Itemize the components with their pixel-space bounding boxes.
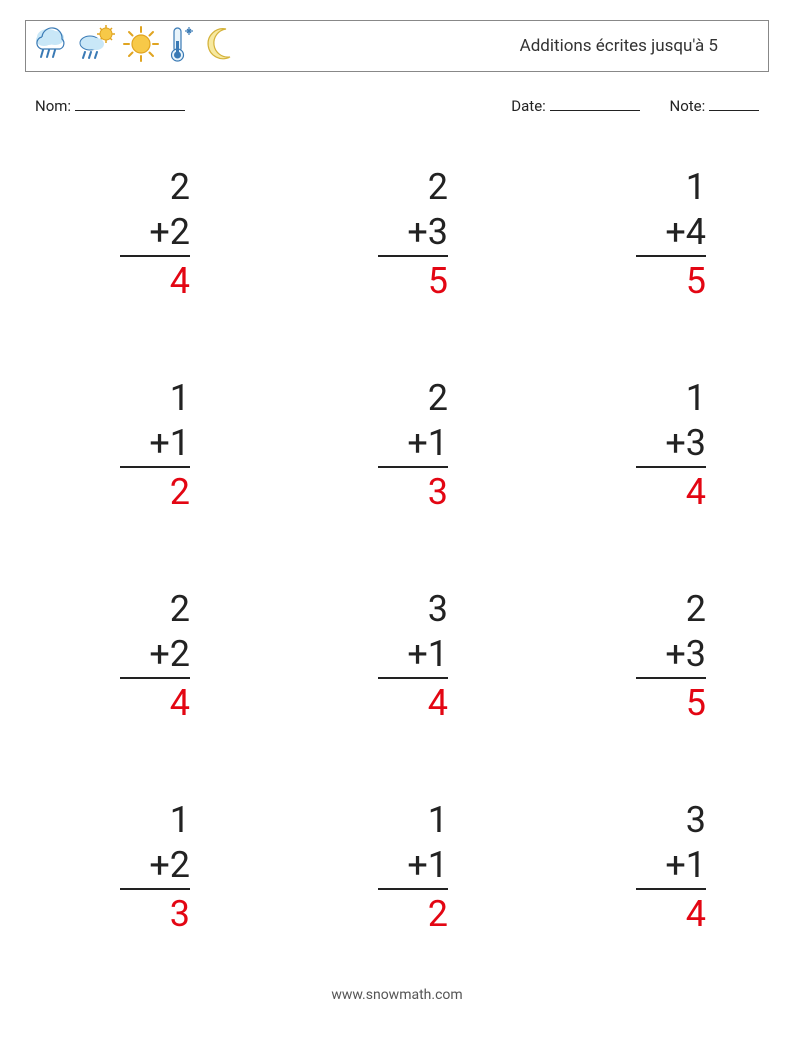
name-field: Nom:: [35, 96, 185, 115]
operand-bottom: +3: [378, 210, 448, 257]
sun-icon: [120, 23, 162, 69]
answer: 4: [636, 468, 706, 515]
problems-grid: 2+24 2+35 1+45 1+12 2+13 1+34 2+24 3+14 …: [80, 165, 714, 937]
date-blank[interactable]: [550, 96, 640, 111]
header-bar: Additions écrites jusqu'à 5: [25, 20, 769, 72]
operand-bottom: +3: [636, 421, 706, 468]
name-blank[interactable]: [75, 96, 185, 111]
operand-bottom: +1: [120, 421, 190, 468]
rain-cloud-sun-icon: [74, 23, 118, 69]
addition-problem: 2+13: [378, 376, 448, 515]
worksheet-page: Additions écrites jusqu'à 5 Nom: Date: N…: [0, 0, 794, 957]
operand-bottom: +1: [636, 843, 706, 890]
answer: 5: [636, 257, 706, 304]
answer: 4: [120, 257, 190, 304]
operand-bottom: +2: [120, 632, 190, 679]
addition-problem: 2+35: [636, 587, 706, 726]
answer: 3: [378, 468, 448, 515]
operand-top: 1: [120, 376, 190, 421]
name-label: Nom:: [35, 97, 71, 115]
footer-url: www.snowmath.com: [0, 987, 794, 1003]
date-field: Date:: [511, 96, 639, 115]
addition-problem: 2+24: [120, 587, 190, 726]
addition-problem: 1+12: [120, 376, 190, 515]
operand-top: 3: [378, 587, 448, 632]
operand-top: 3: [636, 798, 706, 843]
meta-row: Nom: Date: Note:: [35, 96, 759, 115]
answer: 2: [120, 468, 190, 515]
operand-bottom: +1: [378, 632, 448, 679]
operand-top: 2: [378, 376, 448, 421]
operand-top: 1: [636, 165, 706, 210]
answer: 4: [636, 890, 706, 937]
worksheet-title: Additions écrites jusqu'à 5: [520, 36, 758, 56]
moon-icon: [200, 23, 238, 69]
addition-problem: 1+12: [378, 798, 448, 937]
addition-problem: 3+14: [636, 798, 706, 937]
note-field: Note:: [670, 96, 759, 115]
operand-top: 1: [636, 376, 706, 421]
operand-bottom: +4: [636, 210, 706, 257]
operand-top: 2: [636, 587, 706, 632]
answer: 4: [378, 679, 448, 726]
note-blank[interactable]: [709, 96, 759, 111]
weather-icons: [30, 23, 238, 69]
operand-top: 1: [120, 798, 190, 843]
answer: 5: [378, 257, 448, 304]
note-label: Note:: [670, 97, 706, 115]
addition-problem: 3+14: [378, 587, 448, 726]
rain-cloud-icon: [30, 23, 72, 69]
addition-problem: 1+34: [636, 376, 706, 515]
answer: 5: [636, 679, 706, 726]
addition-problem: 1+23: [120, 798, 190, 937]
operand-bottom: +3: [636, 632, 706, 679]
answer: 3: [120, 890, 190, 937]
operand-top: 2: [120, 587, 190, 632]
answer: 2: [378, 890, 448, 937]
operand-bottom: +1: [378, 421, 448, 468]
thermometer-snow-icon: [164, 23, 198, 69]
addition-problem: 2+24: [120, 165, 190, 304]
date-label: Date:: [511, 97, 546, 115]
operand-bottom: +2: [120, 843, 190, 890]
operand-top: 2: [378, 165, 448, 210]
answer: 4: [120, 679, 190, 726]
addition-problem: 2+35: [378, 165, 448, 304]
addition-problem: 1+45: [636, 165, 706, 304]
operand-top: 1: [378, 798, 448, 843]
operand-bottom: +1: [378, 843, 448, 890]
operand-top: 2: [120, 165, 190, 210]
operand-bottom: +2: [120, 210, 190, 257]
